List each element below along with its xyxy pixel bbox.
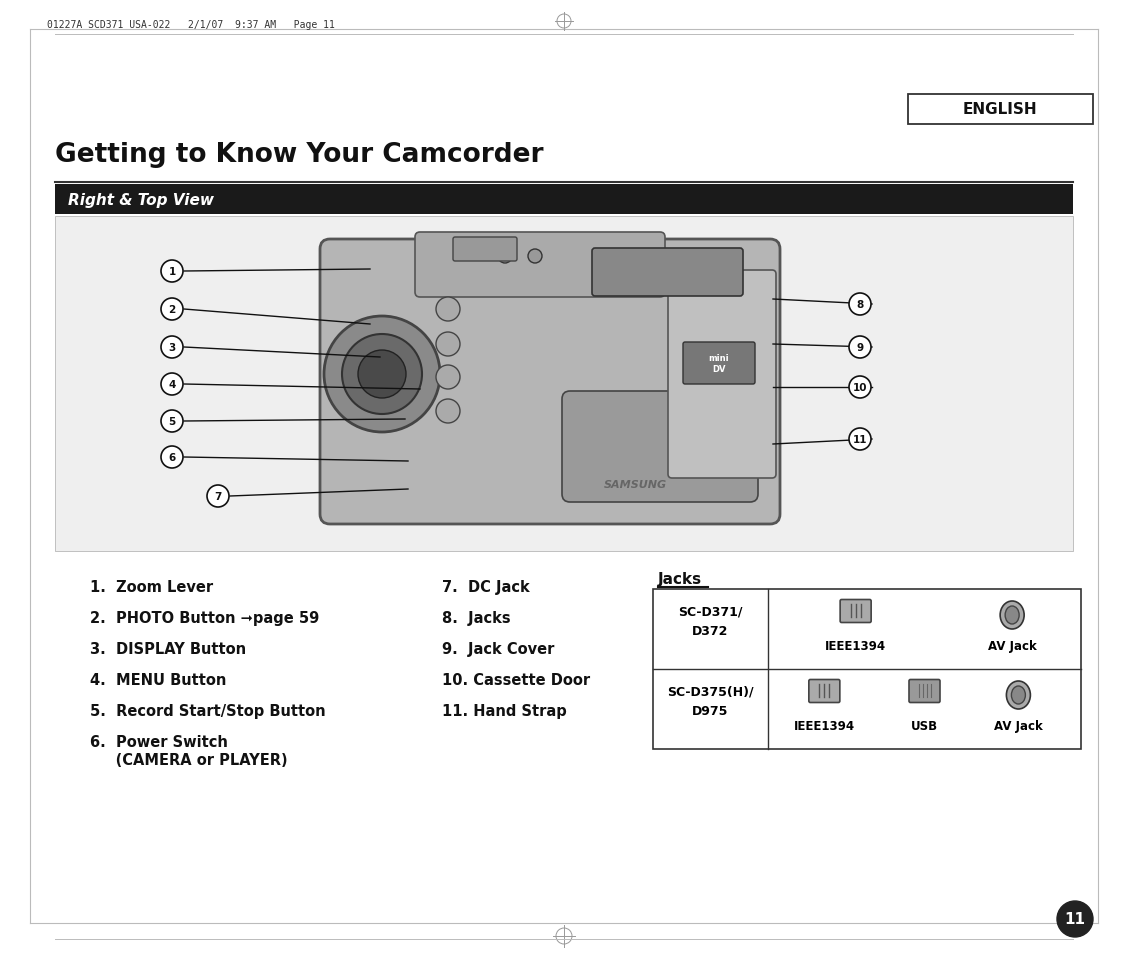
Circle shape	[437, 333, 460, 356]
Circle shape	[161, 336, 183, 358]
Bar	[653, 589, 1081, 749]
Circle shape	[342, 335, 422, 415]
FancyBboxPatch shape	[668, 271, 776, 478]
Text: 11: 11	[853, 435, 867, 444]
Bar	[55, 216, 1073, 552]
Text: 10. Cassette Door: 10. Cassette Door	[442, 672, 590, 687]
Circle shape	[849, 376, 871, 398]
FancyBboxPatch shape	[840, 599, 871, 623]
Ellipse shape	[1006, 681, 1030, 709]
Text: 5: 5	[168, 416, 176, 427]
FancyBboxPatch shape	[320, 240, 779, 524]
FancyBboxPatch shape	[909, 679, 940, 702]
Circle shape	[497, 250, 512, 264]
Circle shape	[324, 316, 440, 433]
Bar	[55, 185, 1073, 214]
Text: 11: 11	[1065, 911, 1085, 926]
Text: Getting to Know Your Camcorder: Getting to Know Your Camcorder	[55, 142, 544, 168]
Circle shape	[161, 261, 183, 283]
FancyBboxPatch shape	[453, 237, 517, 262]
Text: IEEE1394: IEEE1394	[825, 639, 887, 653]
Text: mini
DV: mini DV	[708, 354, 730, 374]
Circle shape	[208, 485, 229, 507]
Text: 8.  Jacks: 8. Jacks	[442, 610, 511, 625]
Text: 11. Hand Strap: 11. Hand Strap	[442, 703, 566, 719]
Text: AV Jack: AV Jack	[994, 720, 1042, 733]
Text: 3.  DISPLAY Button: 3. DISPLAY Button	[90, 641, 246, 657]
Text: 1.  Zoom Lever: 1. Zoom Lever	[90, 579, 213, 595]
Circle shape	[358, 351, 406, 398]
Circle shape	[849, 429, 871, 451]
Circle shape	[161, 411, 183, 433]
Circle shape	[161, 374, 183, 395]
Text: 3: 3	[168, 343, 176, 353]
Text: 2.  PHOTO Button ➞page 59: 2. PHOTO Button ➞page 59	[90, 610, 319, 625]
Text: SC-D371/: SC-D371/	[678, 605, 742, 618]
Ellipse shape	[1012, 686, 1025, 704]
Text: Jacks: Jacks	[658, 572, 702, 586]
FancyBboxPatch shape	[562, 392, 758, 502]
Text: 9.  Jack Cover: 9. Jack Cover	[442, 641, 554, 657]
Text: USB: USB	[911, 720, 938, 733]
Ellipse shape	[1005, 606, 1019, 624]
Text: SC-D375(H)/: SC-D375(H)/	[667, 685, 754, 698]
Text: SAMSUNG: SAMSUNG	[603, 479, 667, 490]
Bar	[908, 95, 1093, 125]
Text: 9: 9	[856, 343, 864, 353]
Text: 7.  DC Jack: 7. DC Jack	[442, 579, 530, 595]
FancyBboxPatch shape	[809, 679, 840, 702]
Circle shape	[528, 250, 541, 264]
Text: AV Jack: AV Jack	[988, 639, 1037, 653]
Text: D372: D372	[693, 625, 729, 638]
Text: 5.  Record Start/Stop Button: 5. Record Start/Stop Button	[90, 703, 326, 719]
Text: 4.  MENU Button: 4. MENU Button	[90, 672, 227, 687]
Text: (CAMERA or PLAYER): (CAMERA or PLAYER)	[90, 752, 288, 767]
Text: 6.  Power Switch: 6. Power Switch	[90, 734, 228, 749]
Text: 8: 8	[856, 299, 864, 310]
Ellipse shape	[1001, 601, 1024, 629]
Text: IEEE1394: IEEE1394	[794, 720, 855, 733]
Text: 6: 6	[168, 453, 176, 462]
FancyBboxPatch shape	[415, 233, 666, 297]
Circle shape	[437, 399, 460, 423]
Circle shape	[437, 366, 460, 390]
Text: D975: D975	[693, 705, 729, 718]
Circle shape	[1057, 901, 1093, 937]
Text: 01227A SCD371 USA-022   2/1/07  9:37 AM   Page 11: 01227A SCD371 USA-022 2/1/07 9:37 AM Pag…	[47, 20, 335, 30]
Circle shape	[161, 298, 183, 320]
Text: 1: 1	[168, 267, 176, 276]
Text: 2: 2	[168, 305, 176, 314]
Text: 7: 7	[214, 492, 222, 501]
Text: ENGLISH: ENGLISH	[962, 102, 1038, 117]
FancyBboxPatch shape	[682, 343, 755, 385]
Circle shape	[849, 294, 871, 315]
Text: 4: 4	[168, 379, 176, 390]
Text: 10: 10	[853, 382, 867, 393]
Circle shape	[849, 336, 871, 358]
Circle shape	[161, 447, 183, 469]
Text: Right & Top View: Right & Top View	[68, 193, 214, 208]
FancyBboxPatch shape	[592, 249, 743, 296]
Circle shape	[437, 297, 460, 322]
